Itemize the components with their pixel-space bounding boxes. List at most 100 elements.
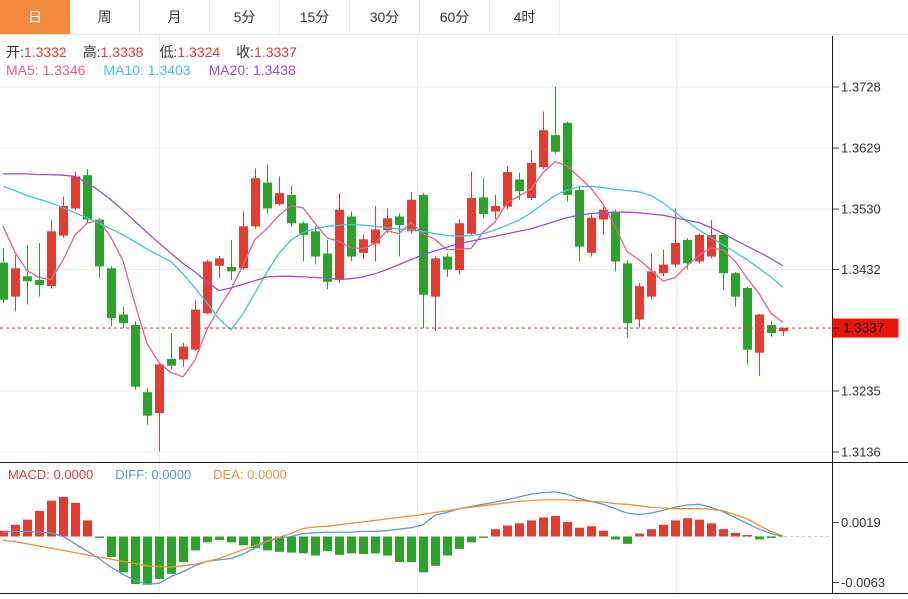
tab-month[interactable]: 月 bbox=[140, 0, 210, 34]
macd-bar bbox=[203, 536, 212, 543]
candle-body bbox=[119, 314, 128, 324]
macd-bar bbox=[539, 517, 548, 537]
ma-readout: MA5: 1.3346 MA10: 1.3403 MA20: 1.3438 bbox=[6, 62, 314, 78]
candle-body bbox=[0, 262, 8, 300]
candle-body bbox=[743, 287, 752, 350]
candle-body bbox=[719, 234, 728, 274]
macd-bar bbox=[419, 536, 428, 573]
macd-label: MACD: bbox=[8, 467, 50, 482]
macd-bar bbox=[455, 536, 464, 549]
macd-bar bbox=[683, 518, 692, 537]
ma20-label: MA20: bbox=[208, 62, 250, 78]
candle-body bbox=[107, 268, 116, 319]
candle-body bbox=[155, 364, 164, 414]
macd-bar bbox=[395, 536, 404, 563]
macd-value: 0.0000 bbox=[53, 467, 94, 482]
open-value: 1.3332 bbox=[23, 44, 67, 60]
candle-body bbox=[239, 226, 248, 269]
current-price-value: 1.3337 bbox=[843, 321, 884, 336]
macd-bar bbox=[323, 536, 332, 552]
low-value: 1.3324 bbox=[177, 44, 221, 60]
tab-60min[interactable]: 60分 bbox=[420, 0, 490, 34]
tab-15min[interactable]: 15分 bbox=[280, 0, 350, 34]
macd-bar bbox=[479, 536, 488, 538]
candle-body bbox=[455, 223, 464, 271]
diff-label: DIFF: bbox=[115, 467, 148, 482]
candle-body bbox=[623, 263, 632, 324]
tab-30min[interactable]: 30分 bbox=[350, 0, 420, 34]
macd-bar bbox=[143, 536, 152, 585]
ma5-line bbox=[2, 160, 784, 378]
tab-week[interactable]: 周 bbox=[70, 0, 140, 34]
macd-bar bbox=[191, 536, 200, 551]
tab-5min[interactable]: 5分 bbox=[210, 0, 280, 34]
macd-bar bbox=[287, 536, 296, 553]
macd-bar bbox=[47, 500, 56, 537]
macd-bar bbox=[599, 530, 608, 537]
macd-bar bbox=[119, 536, 128, 573]
macd-bar bbox=[587, 526, 596, 537]
candle-body bbox=[83, 175, 92, 220]
candle-body bbox=[419, 194, 428, 295]
candle-body bbox=[443, 256, 452, 270]
candle-body bbox=[59, 205, 68, 236]
macd-bar bbox=[179, 536, 188, 563]
candle-body bbox=[215, 258, 224, 266]
price-axis: 1.3728 1.3629 1.3530 1.3432 1.3235 1.3136 bbox=[833, 80, 881, 460]
macd-bar bbox=[407, 536, 416, 563]
macd-axis-label: 0.0019 bbox=[841, 515, 881, 530]
macd-bar bbox=[131, 536, 140, 585]
dea-line bbox=[2, 499, 784, 568]
candle-body bbox=[299, 223, 308, 235]
candle-body bbox=[575, 189, 584, 247]
ma10-value: 1.3403 bbox=[147, 62, 191, 78]
macd-bar bbox=[335, 536, 344, 555]
candle-body bbox=[323, 253, 332, 282]
macd-bar bbox=[515, 523, 524, 537]
macd-bar bbox=[107, 536, 116, 557]
candle-body bbox=[47, 231, 56, 287]
candle-body bbox=[587, 217, 596, 253]
macd-bar bbox=[59, 496, 68, 537]
tab-day[interactable]: 日 bbox=[0, 0, 70, 34]
close-label: 收: bbox=[236, 44, 255, 60]
candle-body bbox=[515, 179, 524, 192]
candle-body bbox=[779, 328, 788, 332]
macd-axis: 0.0019 -0.0063 bbox=[833, 515, 885, 590]
candle-body bbox=[431, 258, 440, 297]
macd-bar bbox=[659, 524, 668, 537]
ma20-value: 1.3438 bbox=[252, 62, 296, 78]
macd-bar bbox=[311, 536, 320, 556]
macd-bar bbox=[155, 536, 164, 579]
candle-body bbox=[335, 209, 344, 280]
diff-line bbox=[2, 491, 784, 585]
macd-readout: MACD: 0.0000 DIFF: 0.0000 DEA: 0.0000 bbox=[8, 467, 309, 482]
low-label: 低: bbox=[159, 44, 178, 60]
tab-4hour[interactable]: 4时 bbox=[490, 0, 560, 34]
macd-bar bbox=[731, 532, 740, 537]
candle-body bbox=[251, 178, 260, 227]
candle-body bbox=[35, 279, 44, 285]
macd-bar bbox=[83, 520, 92, 537]
price-axis-label: 1.3432 bbox=[841, 262, 881, 277]
candle-body bbox=[683, 239, 692, 264]
candle-body bbox=[71, 176, 80, 209]
candle-body bbox=[767, 324, 776, 334]
candle-body bbox=[671, 242, 680, 265]
candle-body bbox=[467, 197, 476, 234]
current-price-badge: 1.3337 bbox=[832, 318, 899, 338]
candle-body bbox=[647, 271, 656, 297]
candle-body bbox=[539, 130, 548, 168]
macd-bar bbox=[695, 519, 704, 537]
macd-bar bbox=[707, 523, 716, 537]
macd-bar bbox=[551, 516, 560, 537]
candles-layer bbox=[0, 87, 788, 452]
candle-body bbox=[611, 211, 620, 262]
ma10-line bbox=[2, 185, 784, 331]
macd-bar bbox=[71, 502, 80, 537]
candle-body bbox=[11, 268, 20, 297]
high-value: 1.3338 bbox=[100, 44, 144, 60]
candle-body bbox=[227, 267, 236, 272]
macd-axis-label: -0.0063 bbox=[841, 575, 885, 590]
